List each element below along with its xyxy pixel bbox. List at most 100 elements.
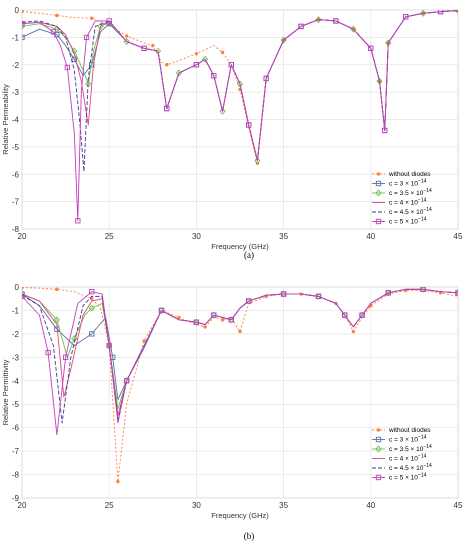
data-marker xyxy=(22,287,24,290)
data-marker xyxy=(210,311,217,319)
data-marker xyxy=(420,287,426,292)
x-tick-label: 45 xyxy=(454,501,463,510)
x-tick-label: 40 xyxy=(366,232,375,241)
data-marker xyxy=(164,105,170,112)
data-marker xyxy=(64,64,70,71)
data-marker xyxy=(315,292,322,300)
y-tick-label: -2 xyxy=(12,61,20,70)
x-tick-label: 45 xyxy=(454,232,463,241)
data-marker xyxy=(22,34,25,41)
data-marker xyxy=(341,312,348,318)
data-marker xyxy=(254,157,261,165)
chart-panel-b: 20 25 30 35 40 45 -9 -8 -7 -6 -5 -4 -3 -2 -1 0 Frequency… xyxy=(1,283,463,541)
series-line xyxy=(22,287,458,483)
data-marker xyxy=(315,293,322,300)
x-tick-label: 30 xyxy=(192,232,201,241)
data-marker xyxy=(211,73,217,79)
legend-label: without diodes xyxy=(388,427,431,434)
data-marker xyxy=(55,287,59,292)
x-tick-label: 20 xyxy=(18,501,27,510)
series-line xyxy=(22,288,458,436)
y-tick-label: 0 xyxy=(15,283,20,292)
data-marker xyxy=(228,317,234,323)
data-marker xyxy=(89,331,95,337)
data-marker xyxy=(193,62,200,68)
data-marker xyxy=(194,52,199,56)
data-marker xyxy=(165,63,169,67)
data-marker xyxy=(420,287,427,293)
y-tick-label: -5 xyxy=(12,400,20,409)
data-marker xyxy=(246,298,252,304)
data-marker xyxy=(89,289,95,295)
x-axis-label: Frequency (GHz) xyxy=(211,242,269,251)
y-tick-label: -4 xyxy=(12,116,20,125)
data-marker xyxy=(298,23,304,30)
legend-label: without diodes xyxy=(388,171,431,178)
panel-caption: (a) xyxy=(244,250,254,260)
data-marker xyxy=(263,75,269,82)
data-marker xyxy=(123,377,130,385)
data-marker xyxy=(106,342,112,349)
data-marker xyxy=(193,318,200,326)
data-marker xyxy=(177,315,181,320)
data-marker xyxy=(385,290,391,296)
data-marker xyxy=(382,127,388,134)
y-axis-label: Relative Permeability xyxy=(1,84,10,155)
y-tick-label: -8 xyxy=(12,471,20,480)
data-marker xyxy=(376,428,381,432)
data-marker xyxy=(375,436,382,443)
data-marker xyxy=(236,80,244,88)
series-line xyxy=(22,10,458,222)
legend-label: c = 4 × 10−14 xyxy=(389,198,427,207)
data-marker xyxy=(158,307,165,314)
y-tick-label: -6 xyxy=(12,424,20,433)
data-marker xyxy=(22,21,25,27)
legend-label: c = 4 × 10−14 xyxy=(389,454,427,463)
data-marker xyxy=(351,329,356,334)
data-marker xyxy=(141,45,147,51)
y-tick-label: -5 xyxy=(12,143,20,152)
data-marker xyxy=(375,218,382,225)
data-marker xyxy=(238,329,242,334)
data-marker xyxy=(55,13,59,18)
data-marker xyxy=(211,312,217,318)
data-marker xyxy=(142,339,146,343)
data-marker xyxy=(45,349,51,356)
legend-label: c = 5 × 10−14 xyxy=(389,473,427,482)
y-tick-label: -7 xyxy=(12,447,20,456)
data-marker xyxy=(193,319,200,325)
data-marker xyxy=(22,293,25,300)
data-marker xyxy=(454,289,458,297)
data-marker xyxy=(403,14,409,20)
data-marker xyxy=(203,325,207,329)
data-marker xyxy=(75,218,81,224)
data-marker xyxy=(53,316,60,324)
x-tick-label: 25 xyxy=(105,501,114,510)
legend-label: c = 3 × 10−14 xyxy=(389,179,427,188)
data-marker xyxy=(280,290,287,298)
x-tick-label: 35 xyxy=(279,232,288,241)
y-axis-label: Relative Permittivity xyxy=(1,359,10,425)
y-tick-label: -1 xyxy=(12,33,20,42)
x-axis-label: Frequency (GHz) xyxy=(211,511,269,520)
data-marker xyxy=(124,34,129,38)
data-marker xyxy=(71,56,77,62)
y-tick-label: -9 xyxy=(12,494,20,503)
data-marker xyxy=(158,306,165,314)
x-tick-label: 40 xyxy=(366,501,375,510)
legend-label: c = 4.5 × 10−14 xyxy=(389,207,432,216)
data-marker xyxy=(437,10,444,15)
data-marker xyxy=(375,474,382,481)
data-marker xyxy=(420,10,427,17)
data-marker xyxy=(376,172,381,176)
legend-label: c = 3.5 × 10−14 xyxy=(389,444,432,453)
y-tick-label: 0 xyxy=(15,6,20,15)
y-tick-label: -3 xyxy=(12,88,20,97)
data-marker xyxy=(88,304,95,312)
data-marker xyxy=(333,18,339,24)
data-marker xyxy=(228,62,234,68)
data-marker xyxy=(22,10,24,14)
series-5 xyxy=(22,287,458,436)
